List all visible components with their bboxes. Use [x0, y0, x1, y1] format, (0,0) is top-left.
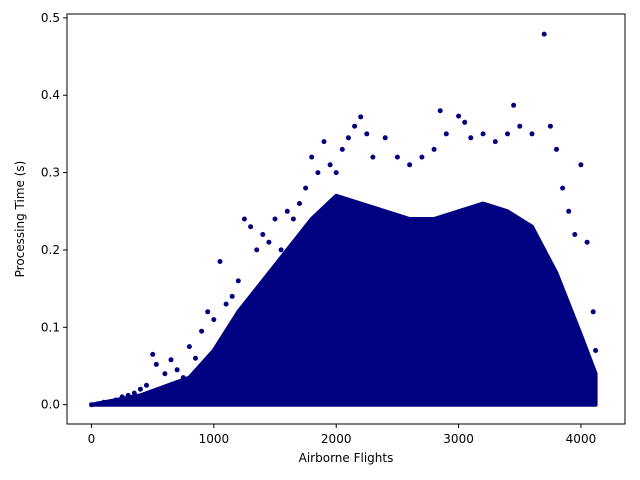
data-point [517, 123, 523, 129]
data-point [168, 357, 174, 363]
data-point [272, 216, 278, 222]
data-point [174, 367, 180, 373]
data-point [382, 135, 388, 141]
x-tick-label: 3000 [443, 432, 474, 446]
x-axis: 0 1000 2000 3000 4000 [88, 424, 597, 446]
x-tick-label: 4000 [566, 432, 597, 446]
data-point [352, 123, 358, 129]
data-point [153, 361, 159, 367]
data-point [284, 208, 290, 214]
data-point [593, 348, 599, 353]
x-tick-label: 0 [88, 432, 96, 446]
y-tick-label: 0.0 [41, 398, 60, 412]
data-point [462, 119, 468, 125]
x-axis-label: Airborne Flights [299, 451, 394, 465]
data-point [248, 224, 254, 230]
data-point [572, 232, 578, 237]
data-point [327, 162, 333, 168]
data-point [505, 131, 510, 137]
data-point [431, 146, 437, 152]
data-point [345, 135, 351, 141]
data-point [560, 185, 566, 191]
data-point [358, 114, 364, 120]
data-point [303, 185, 309, 191]
data-point [186, 344, 192, 350]
data-point [321, 139, 327, 145]
data-point [437, 108, 443, 114]
data-point [584, 239, 590, 245]
y-tick-label: 0.5 [41, 11, 60, 25]
x-tick-label: 1000 [199, 432, 230, 446]
data-point [407, 162, 413, 168]
data-point [554, 146, 559, 152]
data-point [468, 135, 474, 141]
dense-point-cloud [89, 193, 598, 407]
data-point [394, 154, 400, 160]
data-point [107, 400, 113, 406]
data-point [297, 201, 302, 206]
data-point [333, 170, 339, 176]
data-point [162, 371, 168, 377]
data-point [137, 386, 143, 392]
axes-frame [66, 13, 626, 425]
data-point [419, 154, 425, 160]
data-point [492, 139, 498, 145]
data-point [278, 247, 284, 253]
x-tick-label: 2000 [321, 432, 352, 446]
data-point [456, 113, 462, 119]
data-point [241, 216, 247, 222]
data-point [529, 131, 535, 137]
data-point [260, 232, 266, 237]
data-point [235, 278, 241, 284]
data-point [315, 170, 321, 176]
data-point [205, 309, 211, 315]
y-tick-label: 0.1 [41, 320, 60, 334]
data-point [254, 247, 260, 253]
y-axis-label: Processing Time (s) [13, 161, 27, 278]
y-tick-label: 0.2 [41, 243, 60, 257]
data-point [193, 355, 198, 361]
data-point [229, 293, 235, 299]
data-point [89, 402, 94, 408]
data-point [443, 131, 449, 137]
data-point [547, 123, 553, 129]
data-point [113, 397, 119, 403]
data-point [144, 382, 149, 388]
data-point [199, 328, 205, 334]
data-point [125, 392, 131, 398]
data-point [578, 162, 584, 168]
data-point [101, 399, 107, 405]
data-point [211, 317, 217, 323]
data-point [309, 154, 315, 160]
data-point [95, 401, 101, 407]
data-point [511, 102, 517, 108]
data-point [131, 390, 137, 396]
data-point [339, 146, 345, 152]
data-point [119, 394, 125, 400]
data-point [370, 154, 376, 160]
data-point [590, 309, 596, 315]
data-point [180, 375, 186, 381]
y-tick-label: 0.3 [41, 166, 60, 180]
data-point [364, 131, 370, 137]
y-axis: 0.0 0.1 0.2 0.3 0.4 0.5 [41, 11, 67, 412]
data-point [150, 351, 156, 357]
data-point [541, 31, 547, 37]
plot-area [89, 31, 599, 408]
data-point [290, 216, 296, 222]
y-tick-label: 0.4 [41, 88, 60, 102]
data-point [480, 131, 486, 137]
data-point [566, 208, 572, 214]
data-point [217, 259, 223, 264]
data-point [266, 239, 272, 245]
data-point [223, 301, 229, 307]
